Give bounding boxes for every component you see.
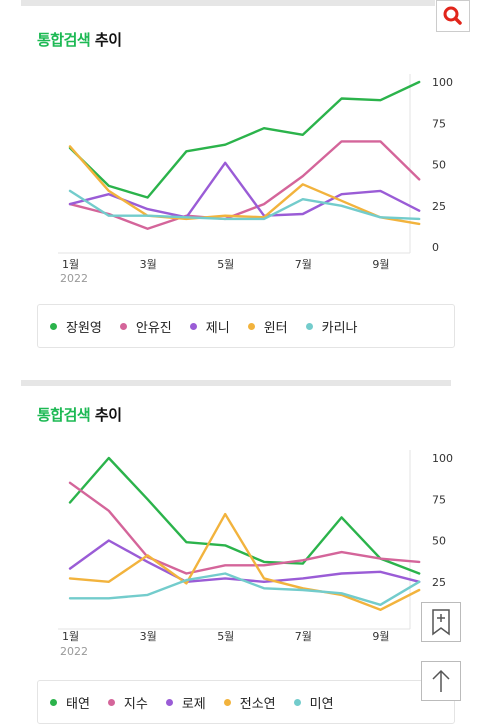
y-tick-label: 100 — [432, 452, 453, 465]
legend-label: 미연 — [309, 696, 334, 712]
legend-item-5: 미연 — [293, 693, 334, 712]
legend-dot — [50, 698, 57, 706]
section-1-title-rest: 추이 — [90, 31, 122, 49]
legend-label: 전소연 — [239, 696, 276, 712]
legend-label: 제니 — [205, 320, 230, 336]
search-icon — [443, 6, 462, 25]
legend-dot — [119, 322, 127, 330]
arrow-up-icon — [432, 669, 450, 692]
section-1-title: 통합검색 추이 — [37, 29, 122, 50]
series-line-1 — [68, 80, 421, 199]
x-tick-label: 3월 — [140, 258, 157, 271]
legend-dot — [165, 698, 173, 706]
series-line-4 — [68, 145, 421, 226]
bookmark-plus-icon — [432, 609, 450, 636]
bookmark-button[interactable] — [421, 602, 461, 642]
legend-dot — [189, 322, 197, 330]
legend-label: 카리나 — [321, 320, 358, 336]
series-line-2 — [68, 140, 421, 231]
trend-chart-1: 100 75 50 25 0 1월 3월 5월 7월 9월 2022 — [58, 74, 453, 285]
legend-dot — [223, 698, 231, 706]
section-2-title: 통합검색 추이 — [37, 404, 122, 425]
y-tick-label: 75 — [432, 493, 446, 506]
legend-item-5: 카리나 — [305, 317, 358, 336]
x-tick-label: 9월 — [372, 630, 389, 643]
legend-label: 지수 — [123, 696, 148, 712]
y-tick-label: 25 — [432, 200, 446, 213]
x-tick-label: 7월 — [295, 630, 312, 643]
x-tick-label: 5월 — [217, 630, 234, 643]
legend-label: 안유진 — [135, 320, 172, 336]
x-tick-label: 7월 — [295, 258, 312, 271]
series-line-3 — [68, 161, 421, 219]
legend-item-1: 장원영 — [50, 317, 102, 336]
y-tick-label: 50 — [432, 159, 446, 172]
year-label: 2022 — [60, 645, 88, 658]
x-tick-label: 1월 — [62, 630, 79, 643]
legend-item-3: 로제 — [165, 693, 206, 712]
x-tick-label: 5월 — [217, 258, 234, 271]
legend-item-2: 지수 — [107, 693, 148, 712]
section-2-top-border — [21, 380, 451, 386]
legend-dot — [107, 698, 115, 706]
y-tick-label: 75 — [432, 117, 446, 130]
legend-item-3: 제니 — [189, 317, 230, 336]
x-tick-label: 1월 — [62, 258, 79, 271]
section-1-title-accent: 통합검색 — [37, 31, 91, 49]
search-button[interactable] — [436, 0, 470, 32]
section-2-title-accent: 통합검색 — [37, 406, 91, 424]
year-label: 2022 — [60, 272, 88, 285]
series-line-4 — [68, 512, 421, 612]
legend-item-4: 전소연 — [223, 693, 276, 712]
y-tick-label: 25 — [432, 576, 446, 589]
x-tick-label: 3월 — [140, 630, 157, 643]
y-tick-label: 0 — [432, 241, 439, 254]
section-1-top-border — [21, 0, 435, 6]
legend-item-1: 태연 — [50, 693, 90, 712]
trend-chart-2: 100 75 50 25 1월 3월 5월 7월 9월 2022 — [58, 450, 453, 658]
legend-dot — [305, 322, 313, 330]
legend-label: 로제 — [181, 696, 206, 712]
x-tick-label: 9월 — [372, 258, 389, 271]
legend-label: 태연 — [66, 696, 90, 712]
chart-1-legend: 장원영 안유진 제니 윈터 카리나 — [37, 304, 455, 348]
y-tick-label: 50 — [432, 535, 446, 548]
series-line-5 — [68, 572, 421, 607]
scroll-top-button[interactable] — [421, 661, 461, 701]
legend-item-2: 안유진 — [119, 317, 172, 336]
legend-dot — [293, 698, 301, 706]
series-line-5 — [68, 189, 421, 221]
series-line-2 — [68, 481, 421, 575]
chart-2-legend: 태연 지수 로제 전소연 미연 — [37, 680, 455, 724]
series-line-1 — [68, 456, 421, 575]
legend-dot — [247, 322, 255, 330]
legend-dot — [50, 322, 57, 330]
section-2-title-rest: 추이 — [90, 406, 122, 424]
y-tick-label: 100 — [432, 76, 453, 89]
legend-label: 장원영 — [66, 320, 102, 336]
legend-item-4: 윈터 — [247, 317, 288, 336]
legend-label: 윈터 — [263, 320, 288, 336]
